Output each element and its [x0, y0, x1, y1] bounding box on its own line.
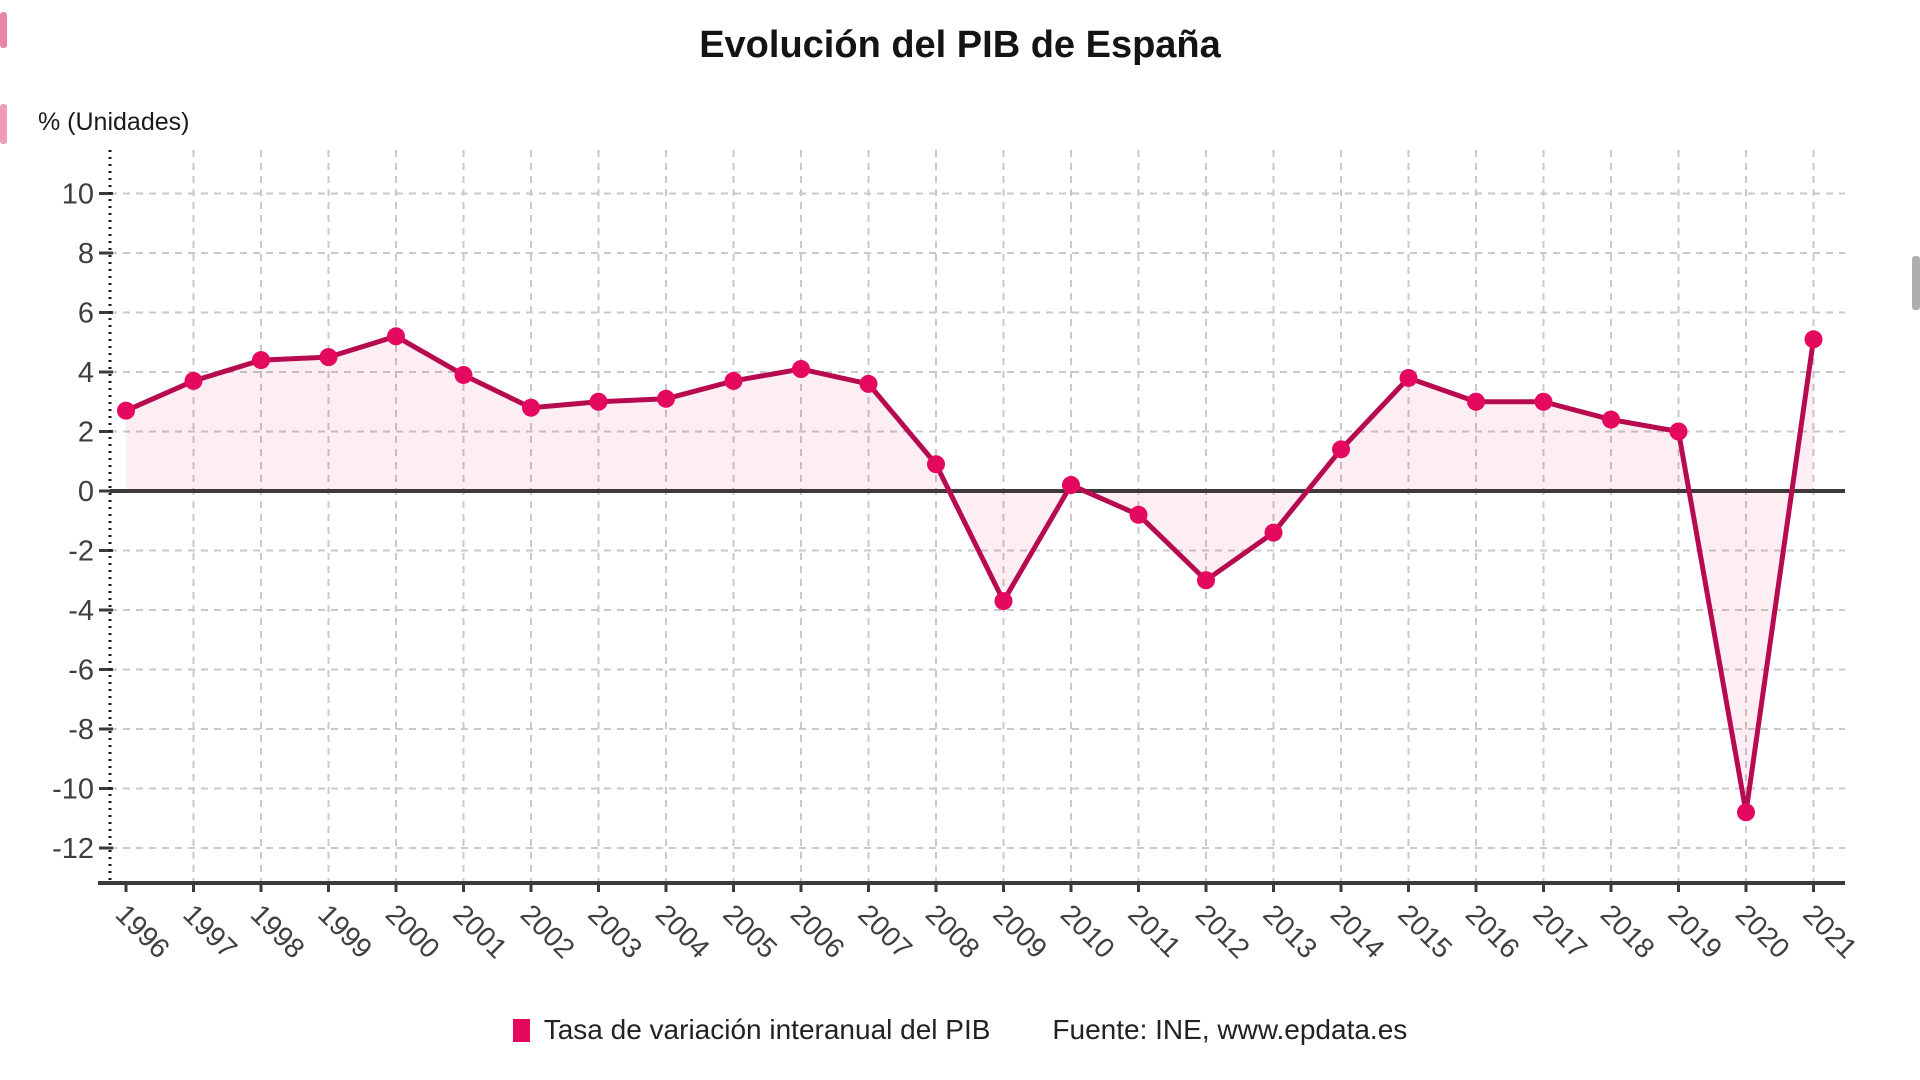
- data-point-2013: [1264, 523, 1283, 542]
- data-point-2015: [1399, 368, 1418, 387]
- y-axis-unit-label: % (Unidades): [38, 108, 190, 136]
- data-point-2009: [994, 592, 1013, 611]
- x-tick-label: 2010: [1055, 898, 1121, 964]
- y-tick-label: 6: [78, 298, 94, 330]
- x-tick-label: 2012: [1190, 898, 1256, 964]
- data-point-2011: [1129, 505, 1148, 524]
- y-tick-label: 4: [78, 357, 94, 389]
- y-tick-label: 0: [78, 476, 94, 508]
- data-point-2017: [1534, 392, 1553, 411]
- data-point-2000: [387, 327, 405, 346]
- y-tick-label: 8: [78, 238, 94, 270]
- chart-title: Evolución del PIB de España: [699, 24, 1221, 66]
- x-tick-label: 2002: [515, 898, 581, 964]
- x-tick-label: 2015: [1392, 898, 1458, 964]
- y-tick-label: 10: [62, 179, 94, 211]
- data-point-2007: [859, 374, 878, 393]
- x-tick-label: 2017: [1527, 898, 1593, 964]
- data-point-1998: [252, 351, 270, 370]
- x-tick-label: 2003: [582, 898, 648, 964]
- x-tick-label: 2005: [717, 898, 783, 964]
- x-tick-label: 2000: [380, 898, 446, 964]
- legend-label: Tasa de variación interanual del PIB: [543, 1014, 991, 1045]
- data-point-2003: [589, 392, 608, 411]
- data-point-2019: [1669, 422, 1688, 441]
- edge-artifact: [0, 12, 7, 48]
- data-point-1997: [184, 371, 203, 390]
- data-point-2018: [1602, 410, 1620, 429]
- y-tick-label: 2: [78, 417, 94, 449]
- data-point-2008: [927, 455, 945, 474]
- data-point-2005: [724, 371, 743, 390]
- legend-item-pib: Tasa de variación interanual del PIB: [512, 1014, 991, 1046]
- x-tick-label: 2021: [1797, 898, 1863, 964]
- y-tick-label: -4: [68, 595, 94, 627]
- x-tick-label: 2019: [1662, 898, 1728, 964]
- x-tick-label: 2008: [920, 898, 986, 964]
- data-point-2021: [1804, 330, 1823, 349]
- y-tick-label: -6: [68, 655, 94, 687]
- x-tick-label: 1998: [245, 898, 311, 964]
- data-point-2012: [1197, 571, 1215, 590]
- source-attribution: Fuente: INE, www.epdata.es: [1052, 1014, 1408, 1045]
- legend-swatch: [512, 1018, 530, 1042]
- x-tick-label: 2009: [987, 898, 1053, 964]
- data-point-2001: [454, 365, 473, 384]
- x-tick-label: 1996: [110, 898, 176, 964]
- edge-artifact: [0, 104, 7, 144]
- data-point-2014: [1332, 440, 1350, 459]
- data-point-1996: [117, 401, 135, 420]
- data-point-2004: [657, 389, 675, 408]
- data-point-2002: [522, 398, 540, 417]
- x-tick-label: 1999: [312, 898, 378, 964]
- gdp-line-series: [123, 333, 1816, 815]
- x-tick-label: 2011: [1122, 898, 1187, 963]
- area-fill: [126, 336, 1814, 813]
- data-point-1999: [319, 348, 338, 367]
- x-tick-label: 2014: [1325, 898, 1391, 964]
- y-tick-label: -8: [68, 714, 94, 746]
- x-tick-label: 2018: [1595, 898, 1661, 964]
- y-tick-label: -10: [52, 774, 94, 806]
- data-point-2016: [1467, 392, 1485, 411]
- data-point-2006: [792, 360, 810, 379]
- edge-artifact: [1912, 256, 1920, 310]
- x-tick-label: 2013: [1257, 898, 1323, 964]
- x-tick-label: 2016: [1460, 898, 1526, 964]
- y-tick-label: -2: [68, 536, 94, 568]
- data-point-2010: [1062, 476, 1080, 495]
- chart-footer: Tasa de variación interanual del PIB Fue…: [0, 1014, 1920, 1046]
- x-tick-label: 1997: [177, 898, 243, 964]
- data-point-2020: [1737, 803, 1755, 822]
- x-tick-label: 2020: [1730, 898, 1796, 964]
- x-tick-label: 2006: [785, 898, 851, 964]
- x-tick-label: 2007: [852, 898, 918, 964]
- x-tick-label: 2004: [650, 898, 716, 964]
- x-tick-label: 2001: [447, 898, 513, 964]
- y-tick-label: -12: [52, 833, 94, 865]
